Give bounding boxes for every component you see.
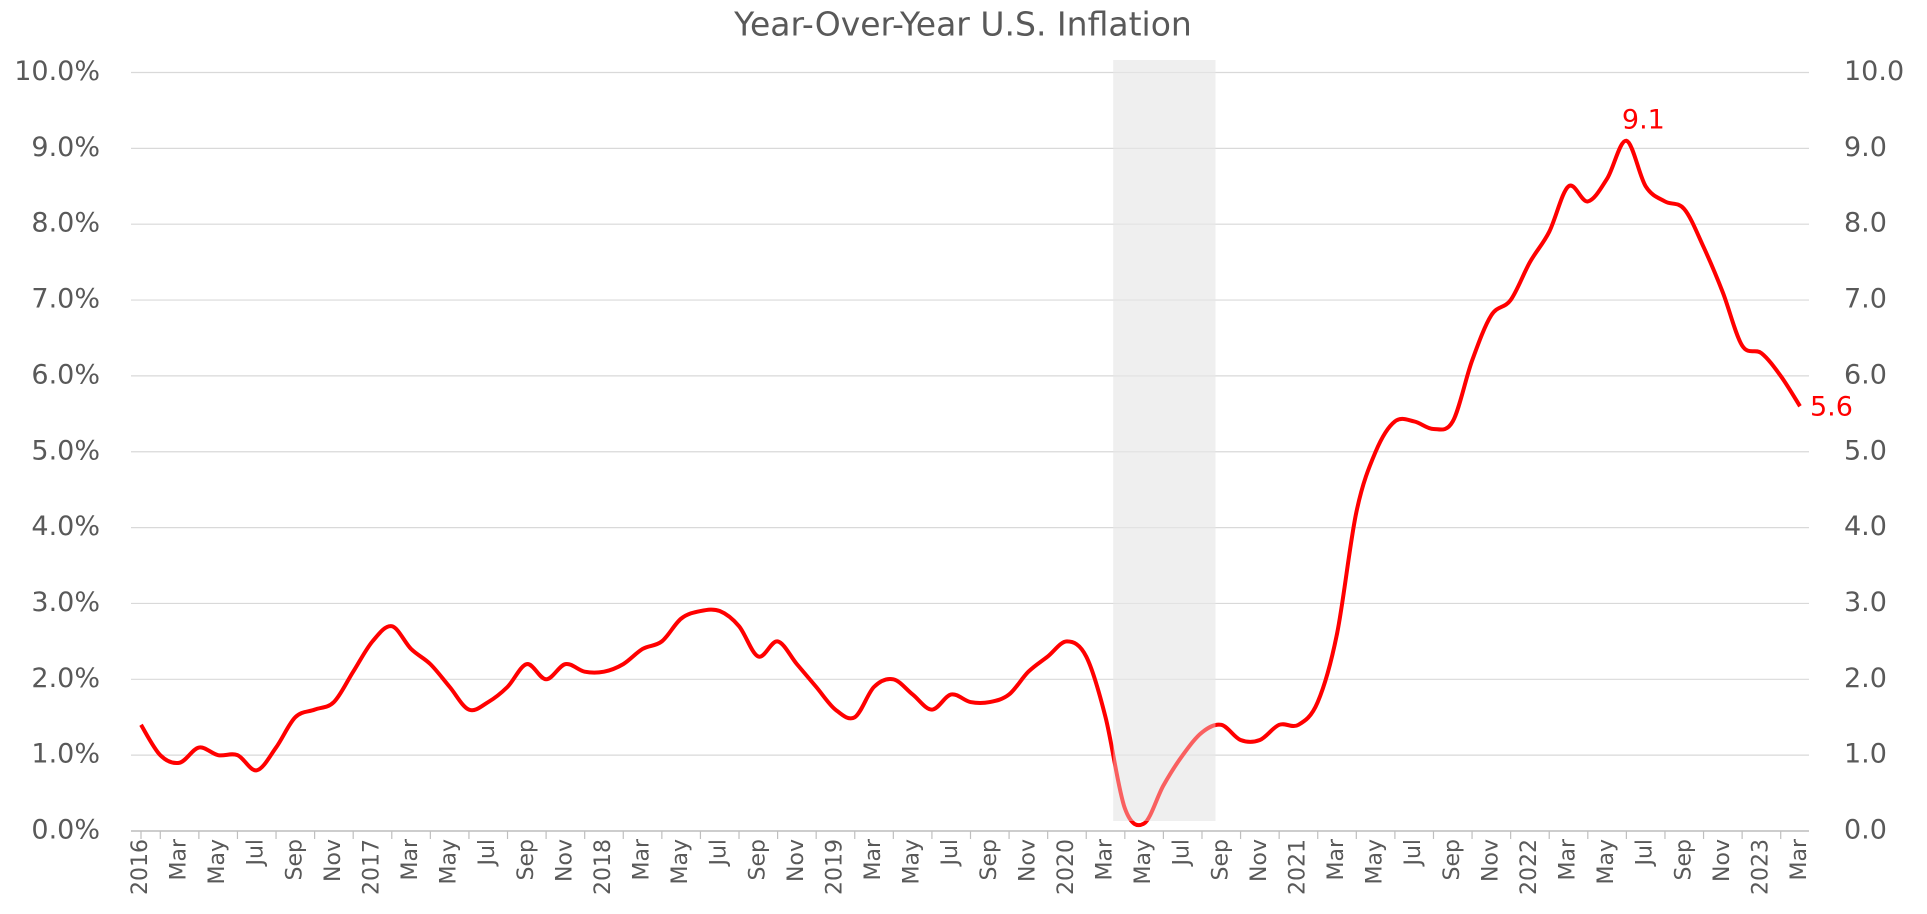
x-tick-label: May	[1131, 839, 1156, 884]
shaded-overlay	[1113, 60, 1216, 821]
x-tick-label: Mar	[1556, 838, 1581, 880]
y2-tick-label: 8.0	[1844, 208, 1887, 239]
y-tick-label: 3.0%	[31, 587, 100, 618]
x-tick-label: Mar	[398, 838, 423, 880]
x-tick-label: 2021	[1285, 839, 1310, 895]
x-tick-label: 2017	[359, 839, 384, 895]
x-tick-label: 2018	[591, 839, 616, 895]
x-tick-label: Sep	[282, 839, 307, 880]
chart-title: Year-Over-Year U.S. Inflation	[733, 5, 1192, 44]
x-tick-label: Mar	[1324, 838, 1349, 880]
x-tick-label: Nov	[1015, 839, 1040, 882]
x-tick-label: Nov	[784, 839, 809, 882]
x-tick-label: Mar	[630, 838, 655, 880]
x-tick-label: Mar	[167, 838, 192, 880]
x-tick-label: 2020	[1054, 839, 1079, 895]
y2-tick-label: 4.0	[1844, 511, 1887, 542]
x-tick-label: 2019	[822, 839, 847, 895]
x-tick-label: Sep	[1440, 839, 1465, 880]
y-tick-label: 9.0%	[31, 132, 100, 163]
x-tick-label: May	[900, 839, 925, 884]
y2-tick-label: 6.0	[1844, 359, 1887, 390]
y-tick-label: 7.0%	[31, 284, 100, 315]
x-tick-label: Jul	[1633, 839, 1658, 868]
x-tick-label: Nov	[1710, 839, 1735, 882]
x-tick-label: Sep	[977, 839, 1002, 880]
y2-tick-label: 10.0	[1844, 56, 1904, 87]
x-tick-label: May	[668, 839, 693, 884]
y2-tick-label: 3.0	[1844, 587, 1887, 618]
y-tick-label: 5.0%	[31, 435, 100, 466]
x-tick-label: Jul	[938, 839, 963, 868]
x-tick-label: 2023	[1748, 839, 1773, 895]
data-label: 9.1	[1622, 104, 1665, 135]
y2-tick-label: 0.0	[1844, 815, 1887, 846]
x-tick-label: May	[437, 839, 462, 884]
x-tick-label: Jul	[707, 839, 732, 868]
y-tick-label: 2.0%	[31, 663, 100, 694]
x-tick-label: Sep	[745, 839, 770, 880]
x-tick-label: Sep	[1208, 839, 1233, 880]
x-tick-label: 2022	[1517, 839, 1542, 895]
y-tick-label: 0.0%	[31, 815, 100, 846]
x-tick-label: Mar	[1787, 838, 1812, 880]
x-tick-label: Nov	[1478, 839, 1503, 882]
y2-tick-label: 5.0	[1844, 435, 1887, 466]
x-tick-label: Nov	[1247, 839, 1272, 882]
y-tick-label: 6.0%	[31, 359, 100, 390]
y2-tick-label: 7.0	[1844, 284, 1887, 315]
x-tick-label: May	[1594, 839, 1619, 884]
y2-tick-label: 2.0	[1844, 663, 1887, 694]
shaded-period	[1113, 60, 1216, 821]
x-tick-label: Jul	[1401, 839, 1426, 868]
x-tick-label: Mar	[861, 838, 886, 880]
x-tick-label: Sep	[514, 839, 539, 880]
x-tick-label: 2016	[128, 839, 153, 895]
y-tick-label: 1.0%	[31, 739, 100, 770]
x-tick-label: Sep	[1671, 839, 1696, 880]
x-tick-label: Jul	[244, 839, 269, 868]
line	[139, 138, 1802, 828]
data-label: 5.6	[1810, 392, 1853, 423]
y2-tick-label: 9.0	[1844, 132, 1887, 163]
x-tick-label: Nov	[321, 839, 346, 882]
x-tick-label: May	[1363, 839, 1388, 884]
y-tick-label: 4.0%	[31, 511, 100, 542]
y-tick-label: 10.0%	[14, 56, 100, 87]
x-tick-label: May	[205, 839, 230, 884]
y-tick-label: 8.0%	[31, 208, 100, 239]
x-tick-label: Jul	[475, 839, 500, 868]
x-tick-label: Mar	[1093, 838, 1118, 880]
y2-tick-label: 1.0	[1844, 739, 1887, 770]
x-tick-label: Nov	[552, 839, 577, 882]
x-tick-label: Jul	[1170, 839, 1195, 868]
